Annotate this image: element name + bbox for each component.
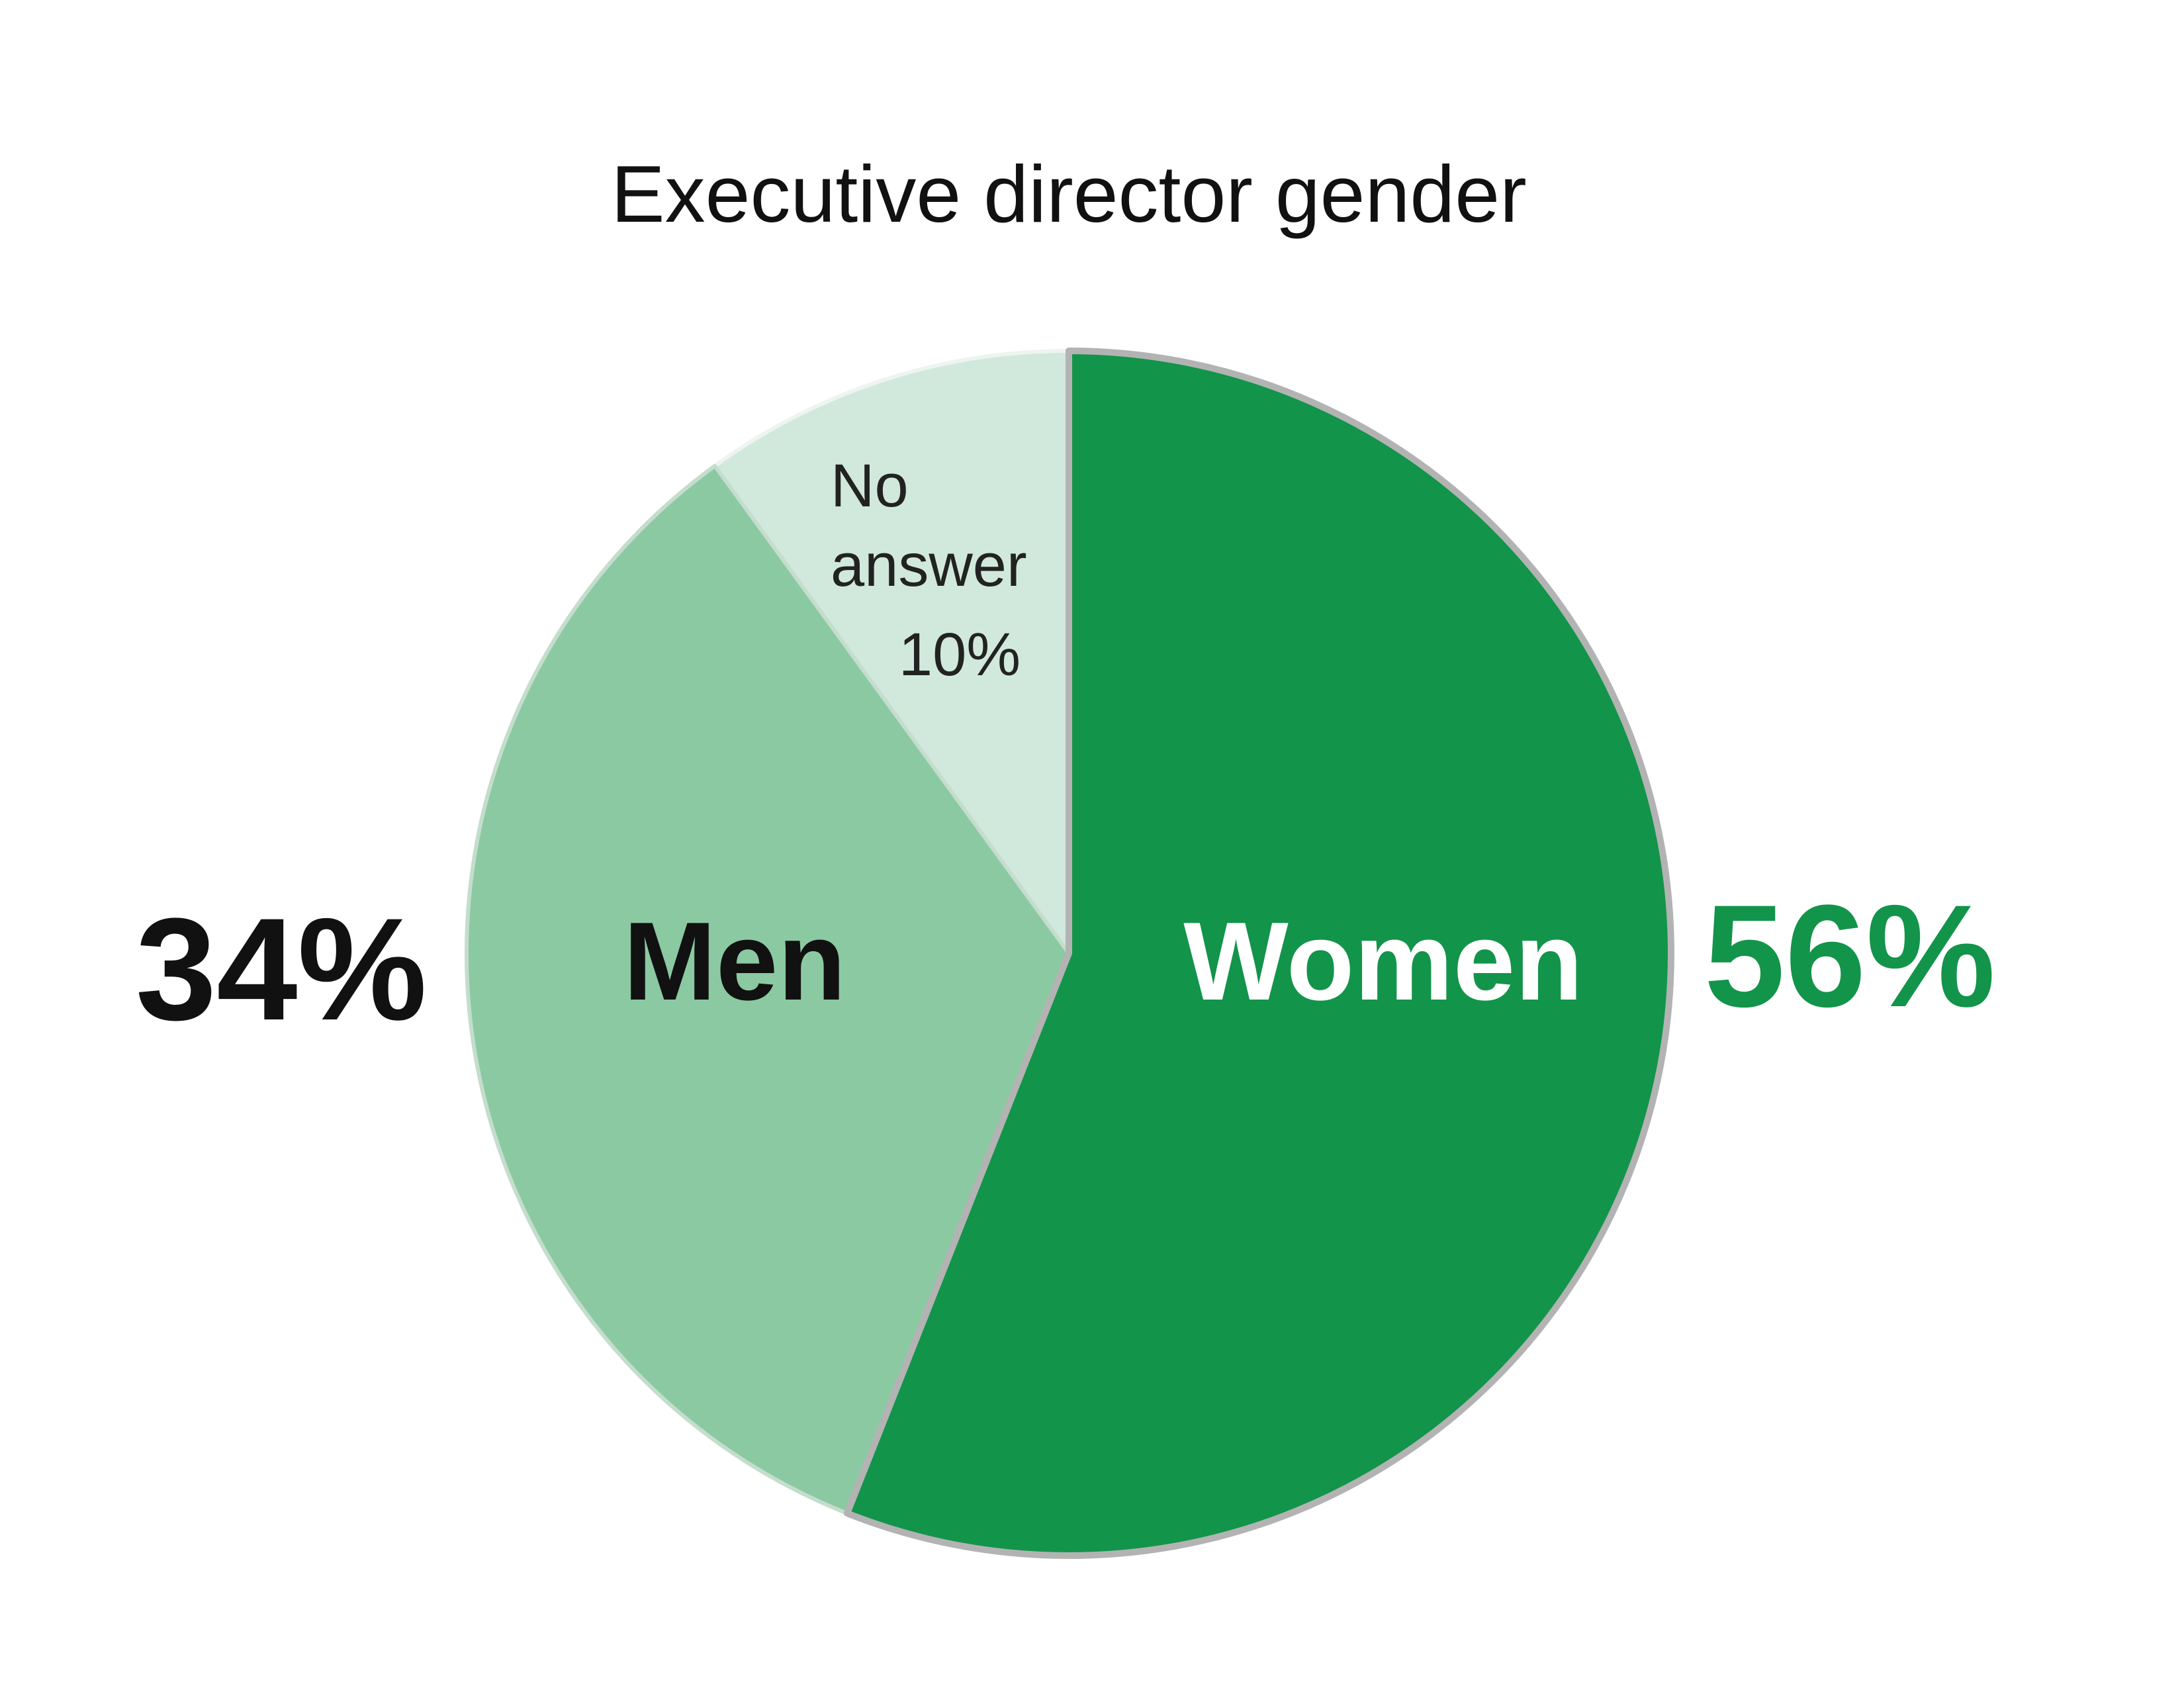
slice-value-no-answer: 10% [899, 621, 1021, 688]
pie-slice-no-answer [713, 349, 1071, 955]
slice-label-no-answer-line-2: answer [831, 532, 1027, 599]
slice-value-men: 34% [136, 888, 427, 1051]
chart-title: Executive director gender [611, 149, 1526, 239]
slice-label-women: Women [1183, 899, 1583, 1023]
pie-slice-women [844, 348, 1674, 1559]
pie-slices [465, 348, 1674, 1559]
pie-slice-men [465, 463, 1071, 1516]
slice-label-men: Men [623, 899, 846, 1023]
slice-label-no-answer-line-1: No [831, 452, 909, 520]
slice-value-women: 56% [1704, 874, 1995, 1037]
slice-labels: Women 56% Men 34% No answer 10% [136, 452, 1995, 1051]
